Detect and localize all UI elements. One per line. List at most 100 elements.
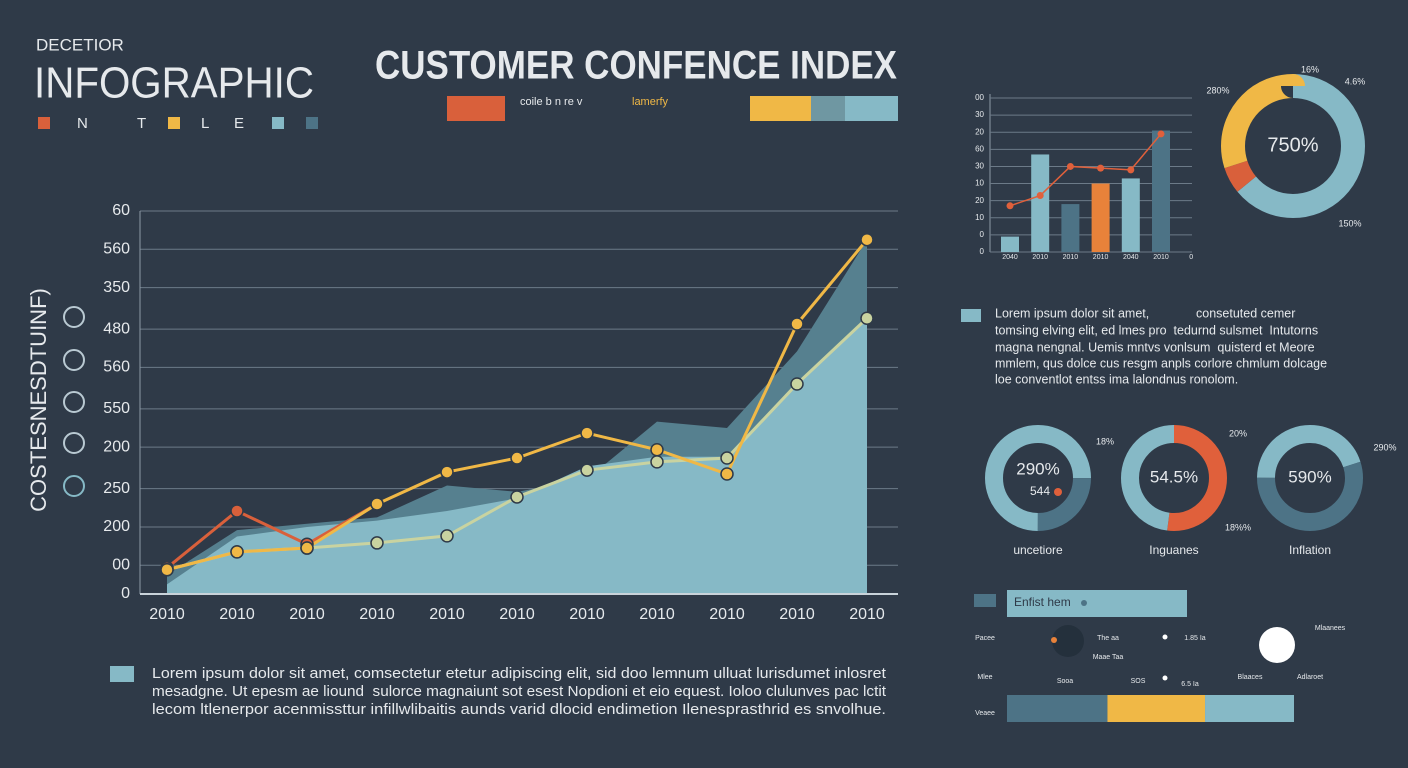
donut-center-label: 590% [1288,467,1331,486]
data-point [300,541,314,555]
panel-highlight: Enfist hem [1014,595,1071,609]
panel-dot [1051,637,1057,643]
sub-label-dot [1054,488,1062,496]
data-point [160,562,174,577]
data-point [860,311,874,325]
y-tick-label: 10 [975,179,984,188]
legend-letter: E [234,115,244,132]
paragraph-line: mmlem, qus dolce cus resgm anpls corlore… [995,356,1327,370]
data-point [440,529,454,543]
paragraph-line: mesadgne. Ut epesm ae liound sulorce mag… [152,684,886,700]
panel-label: The aa [1097,635,1119,642]
line-point [1006,202,1014,210]
panel-label: Mlee [977,674,992,681]
paragraph-line: lecom ltlenerpor acenmissttur infillwlib… [152,702,886,718]
x-tick-label: 2010 [709,606,745,623]
header-title: INFOGRAPHIC [34,59,314,108]
kicker: DECETIOR [36,35,124,54]
x-tick-label: 0 [1189,254,1193,261]
donut-center-label: 750% [1267,134,1318,156]
donut-segment [985,425,1091,531]
x-tick-label: 2040 [1123,254,1139,261]
bar [1001,236,1019,252]
data-point [790,317,804,331]
donut-caption: uncetiore [1013,543,1063,557]
legend-square [168,117,180,129]
panel-label: Pacee [975,635,995,642]
donut-center-label: 290% [1016,459,1059,478]
panel-label: 6.5 Ia [1181,681,1199,688]
x-tick-label: 2010 [499,606,535,623]
panel-label: Blaaces [1238,674,1263,681]
line-point [1036,192,1044,200]
data-point [720,467,734,481]
data-point [580,463,594,477]
donut-center-label: 54.5% [1150,467,1198,486]
x-tick-label: 2010 [1153,254,1169,261]
donut-annotation: 18%% [1225,522,1251,532]
chart-subtitle: coile b n re v [520,96,583,108]
data-point [370,536,384,550]
data-point [370,497,384,511]
paragraph-marker [110,666,134,682]
paragraph-marker [961,309,981,322]
paragraph-line: consetuted cemer [1196,306,1295,320]
color-bar [811,96,845,121]
donut-sub-label: 544 [1030,484,1050,498]
y-tick-label: 550 [103,400,130,417]
data-point [860,232,874,247]
line-point [1066,162,1074,170]
bar [1091,183,1110,252]
paragraph-line: magna nengnal. Uemis mntvs vonlsum quist… [995,340,1315,354]
y-tick-label: 00 [112,556,130,573]
x-tick-label: 2010 [1093,254,1109,261]
y-tick-label: 200 [103,518,130,535]
donut-caption: Inguanes [1149,543,1198,557]
y-tick-label: 0 [980,230,985,239]
x-tick-label: 2040 [1002,254,1018,261]
x-tick-label: 2010 [569,606,605,623]
stacked-label: Veaee [975,710,995,717]
data-point [790,377,804,391]
y-tick-label: 20 [975,127,984,136]
donut-annotation: 150% [1338,218,1361,228]
panel-dot [1162,675,1168,681]
bar [1152,130,1170,252]
y-tick-label: 350 [103,279,130,296]
y-tick-label: 560 [103,359,130,376]
y-tick-label: 560 [103,241,130,258]
panel-dot [1081,600,1087,606]
legend-square [38,117,50,129]
x-tick-label: 2010 [1063,254,1079,261]
x-tick-label: 2010 [219,606,255,623]
y-tick-label: 10 [975,213,984,222]
paragraph-line: Lorem ipsum dolor sit amet, comsectetur … [152,666,886,682]
panel-highlight-bar [1007,590,1187,617]
stacked-segment [1107,695,1206,722]
y-tick-label: 0 [980,247,985,256]
legend-letter: L [201,115,209,132]
donut-segment [1257,425,1363,531]
panel-label: SOS [1131,678,1146,685]
color-bar [750,96,811,121]
donut-caption: Inflation [1289,543,1331,557]
x-tick-label: 2010 [359,606,395,623]
y-axis-label: COSTESNESDTUINF) [26,288,51,512]
y-tick-label: 30 [975,110,984,119]
data-point [650,455,664,469]
stacked-segment [1007,695,1108,722]
panel-label: 1.85 Ia [1184,635,1206,642]
panel-circle [1052,625,1084,657]
legend-letter: N [77,115,88,132]
donut-annotation: 280% [1206,85,1229,95]
panel-square [974,594,996,607]
donut-annotation: 290% [1373,442,1396,452]
line-point [1097,164,1105,172]
data-point [230,504,244,518]
panel-label: Mlaanees [1315,625,1346,632]
y-tick-label: 30 [975,162,984,171]
x-tick-label: 2010 [639,606,675,623]
x-tick-label: 2010 [849,606,885,623]
donut-segment [1221,74,1365,218]
panel-label: Adlaroet [1297,674,1323,681]
